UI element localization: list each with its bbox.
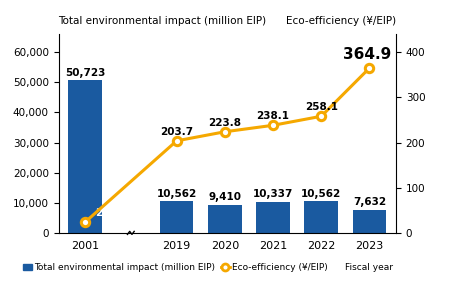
Text: 10,562: 10,562 xyxy=(301,189,342,199)
Text: 203.7: 203.7 xyxy=(160,127,193,137)
Text: 223.8: 223.8 xyxy=(208,118,241,128)
Text: 23.6: 23.6 xyxy=(95,208,122,218)
Text: Total environmental impact (million EIP): Total environmental impact (million EIP) xyxy=(58,16,266,26)
Bar xyxy=(208,204,242,233)
Text: 10,562: 10,562 xyxy=(157,189,197,199)
Bar xyxy=(68,80,102,233)
Bar xyxy=(160,201,194,233)
Bar xyxy=(256,202,290,233)
Text: 10,337: 10,337 xyxy=(253,189,293,199)
Legend: Total environmental impact (million EIP), Eco-efficiency (¥/EIP), Fiscal year: Total environmental impact (million EIP)… xyxy=(22,263,393,272)
Text: 9,410: 9,410 xyxy=(208,192,241,202)
Text: Eco-efficiency (¥/EIP): Eco-efficiency (¥/EIP) xyxy=(286,16,396,26)
Bar xyxy=(304,201,338,233)
Bar xyxy=(353,210,387,233)
Text: 7,632: 7,632 xyxy=(353,197,386,208)
Text: 258.1: 258.1 xyxy=(305,102,338,112)
Text: 238.1: 238.1 xyxy=(256,111,289,121)
Text: 50,723: 50,723 xyxy=(65,68,105,78)
Text: 364.9: 364.9 xyxy=(343,47,391,62)
